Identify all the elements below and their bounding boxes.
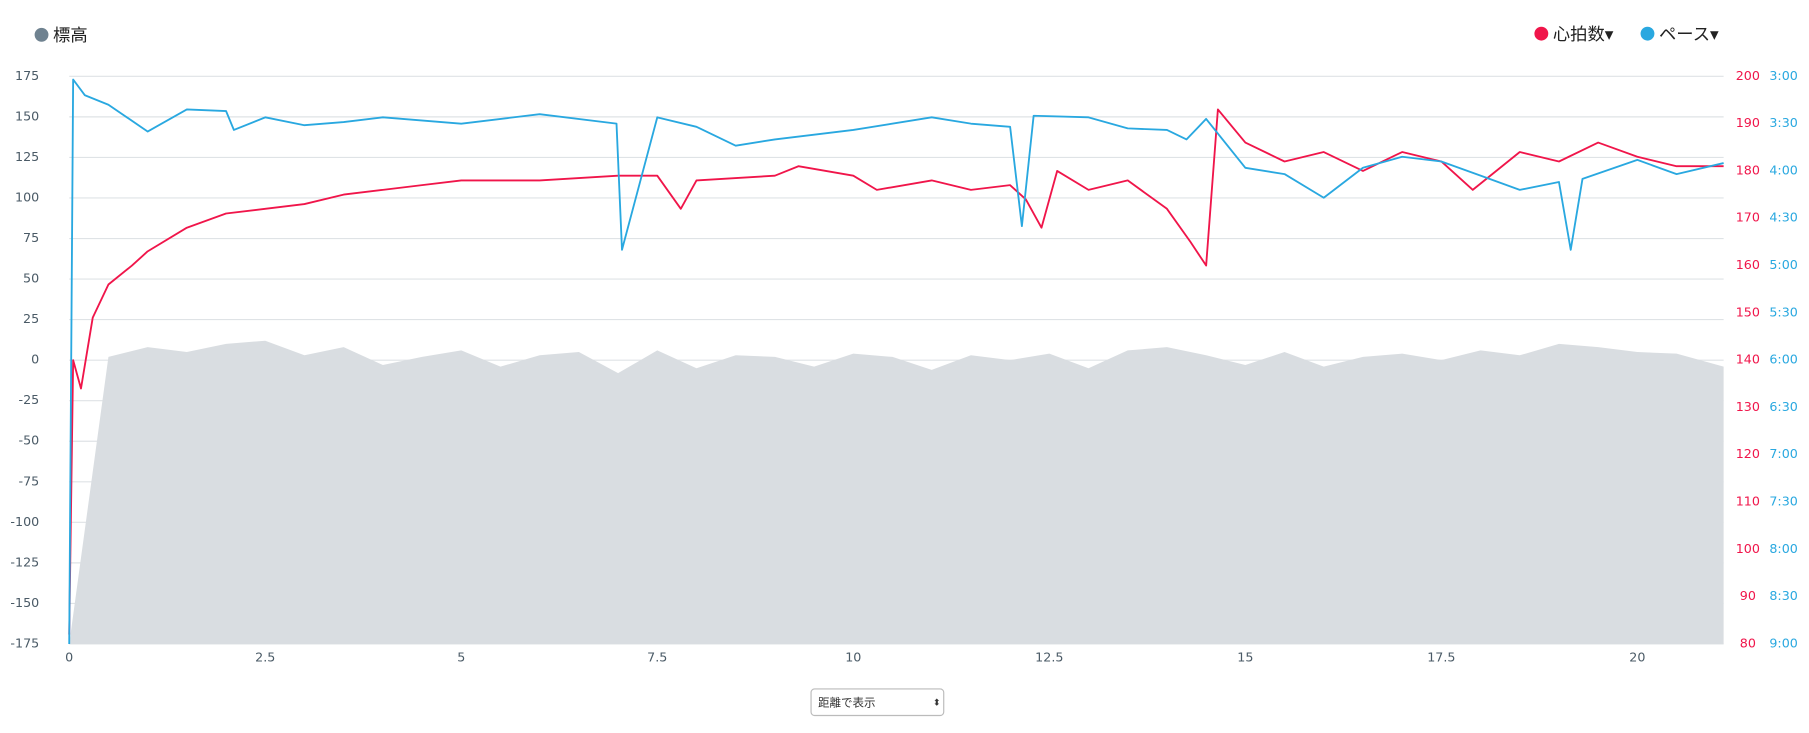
line bbox=[68, 78, 1724, 644]
y3-tick-label: 3:30 bbox=[1769, 115, 1797, 130]
y-tick-label: 100 bbox=[15, 189, 39, 204]
y2-tick-label: 100 bbox=[1736, 541, 1760, 556]
y2-tick-label: 120 bbox=[1736, 446, 1760, 461]
y2-tick-label: 190 bbox=[1736, 115, 1760, 130]
y2-tick-label: 140 bbox=[1736, 352, 1760, 367]
y2-tick-label: 180 bbox=[1736, 162, 1760, 177]
y3-tick-label: 5:00 bbox=[1769, 257, 1797, 272]
y-tick-label: 0 bbox=[31, 352, 39, 367]
x-tick-label: 20 bbox=[1629, 649, 1645, 664]
x-tick-label: 7.5 bbox=[647, 649, 667, 664]
legend-label[interactable]: ペース▾ bbox=[1659, 25, 1719, 45]
y2-tick-label: 110 bbox=[1736, 494, 1760, 509]
y-tick-label: 175 bbox=[15, 68, 39, 83]
x-tick-label: 12.5 bbox=[1035, 649, 1063, 664]
y-tick-label: -125 bbox=[10, 554, 39, 569]
y-tick-label: -100 bbox=[10, 514, 39, 529]
y2-tick-label: 160 bbox=[1736, 257, 1760, 272]
area bbox=[69, 340, 1724, 644]
y3-tick-label: 8:00 bbox=[1769, 541, 1797, 556]
y3-tick-label: 5:30 bbox=[1769, 304, 1797, 319]
line bbox=[68, 108, 1724, 635]
y2-tick-label: 200 bbox=[1736, 68, 1760, 83]
y3-tick-label: 7:00 bbox=[1769, 446, 1797, 461]
legend-label[interactable]: 心拍数▾ bbox=[1553, 25, 1614, 45]
x-tick-label: 0 bbox=[65, 649, 73, 664]
y2-tick-label: 170 bbox=[1736, 210, 1760, 225]
x-tick-label: 2.5 bbox=[255, 649, 275, 664]
y2-tick-label: 130 bbox=[1736, 399, 1760, 414]
legend-label[interactable]: 標高 bbox=[53, 26, 88, 46]
legend-marker bbox=[1640, 26, 1655, 41]
y2-tick-label: 90 bbox=[1740, 588, 1756, 603]
y-tick-label: -50 bbox=[18, 433, 39, 448]
y3-tick-label: 4:30 bbox=[1769, 210, 1797, 225]
y3-tick-label: 4:00 bbox=[1769, 162, 1797, 177]
x-tick-label: 15 bbox=[1237, 649, 1253, 664]
legend-marker bbox=[34, 27, 49, 42]
select-box[interactable] bbox=[810, 688, 945, 717]
y-tick-label: -175 bbox=[10, 635, 39, 650]
y-tick-label: -25 bbox=[18, 392, 39, 407]
y2-tick-label: 80 bbox=[1740, 635, 1756, 650]
x-tick-label: 5 bbox=[457, 649, 465, 664]
y-tick-label: 75 bbox=[23, 230, 39, 245]
y3-tick-label: 6:30 bbox=[1769, 399, 1797, 414]
y3-tick-label: 3:00 bbox=[1769, 68, 1797, 83]
select-arrow: ⬍ bbox=[933, 697, 941, 708]
y-tick-label: 25 bbox=[23, 311, 39, 326]
legend-marker bbox=[1534, 26, 1549, 41]
y3-tick-label: 7:30 bbox=[1769, 494, 1797, 509]
x-tick-label: 10 bbox=[845, 649, 861, 664]
y-tick-label: 125 bbox=[15, 149, 39, 164]
select-label[interactable]: 距離で表示 bbox=[818, 695, 876, 709]
y3-tick-label: 9:00 bbox=[1769, 635, 1797, 650]
plot: -175-150-125-100-75-50-25025507510012515… bbox=[10, 68, 1797, 664]
y-tick-label: 150 bbox=[15, 108, 39, 123]
y-tick-label: 50 bbox=[23, 271, 39, 286]
y-tick-label: -75 bbox=[18, 473, 39, 488]
y3-tick-label: 8:30 bbox=[1769, 588, 1797, 603]
y3-tick-label: 6:00 bbox=[1769, 352, 1797, 367]
x-tick-label: 17.5 bbox=[1427, 649, 1455, 664]
y2-tick-label: 150 bbox=[1736, 304, 1760, 319]
y-tick-label: -150 bbox=[10, 595, 39, 610]
